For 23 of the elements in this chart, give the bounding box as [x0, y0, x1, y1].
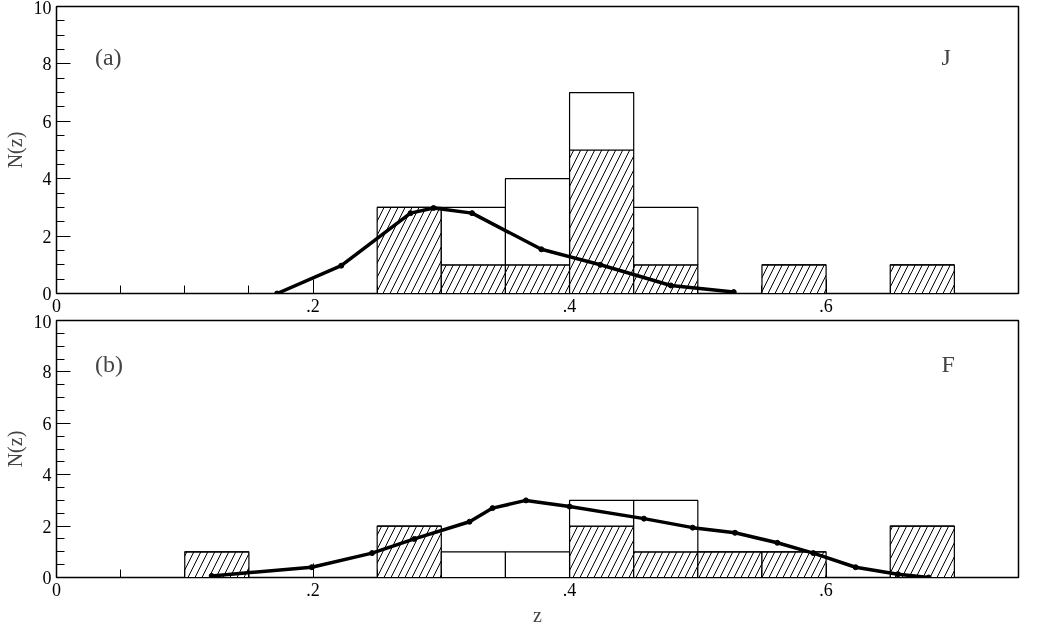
annotation: (b)	[94, 351, 123, 378]
y-tick-label: 2	[42, 516, 52, 537]
annotation: J	[941, 43, 951, 70]
x-axis-title: z	[533, 603, 543, 626]
x-tick-label: .4	[562, 295, 577, 316]
annotation: F	[941, 351, 955, 378]
y-tick-label: 4	[42, 169, 52, 190]
y-axis-title: N(z)	[3, 430, 27, 468]
x-tick-label: .2	[306, 579, 320, 600]
annotation: (a)	[94, 43, 122, 70]
x-tick-label: .4	[562, 579, 577, 600]
y-tick-label: 6	[42, 413, 52, 434]
y-axis-title: N(z)	[3, 131, 27, 169]
y-tick-label: 10	[33, 0, 52, 18]
x-tick-label: .6	[819, 579, 833, 600]
y-tick-label: 4	[42, 465, 52, 486]
y-tick-label: 10	[33, 311, 52, 332]
x-tick-label: .6	[819, 295, 833, 316]
x-tick-label: .2	[306, 295, 320, 316]
y-tick-label: 6	[42, 111, 52, 132]
y-tick-label: 8	[42, 362, 52, 383]
y-tick-label: 8	[42, 54, 52, 75]
y-tick-label: 2	[42, 226, 52, 247]
